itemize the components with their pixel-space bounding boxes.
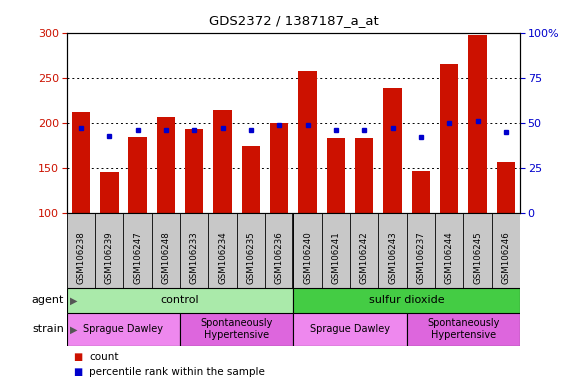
Text: GSM106247: GSM106247 [133, 232, 142, 284]
Bar [213, 110, 232, 213]
Bar [67, 288, 293, 313]
Bar [185, 129, 203, 213]
Bar [180, 313, 293, 346]
Text: GSM106237: GSM106237 [417, 232, 425, 284]
Text: Sprague Dawley: Sprague Dawley [310, 324, 390, 334]
Text: GSM106246: GSM106246 [501, 232, 510, 284]
Text: GSM106239: GSM106239 [105, 232, 114, 284]
Text: sulfur dioxide: sulfur dioxide [369, 295, 444, 306]
Bar [299, 71, 317, 213]
Bar [468, 35, 487, 213]
Bar [355, 138, 374, 213]
Bar [293, 313, 407, 346]
Text: count: count [89, 352, 119, 362]
Text: GSM106242: GSM106242 [360, 232, 369, 284]
Text: GSM106240: GSM106240 [303, 232, 312, 284]
Text: Sprague Dawley: Sprague Dawley [84, 324, 163, 334]
Text: GSM106241: GSM106241 [331, 232, 340, 284]
Bar [72, 112, 90, 213]
Text: Spontaneously
Hypertensive: Spontaneously Hypertensive [200, 318, 273, 340]
Text: GSM106235: GSM106235 [246, 232, 256, 284]
Bar [412, 171, 430, 213]
Bar [440, 64, 458, 213]
Text: strain: strain [32, 324, 64, 334]
Text: GSM106245: GSM106245 [473, 232, 482, 284]
Text: GSM106233: GSM106233 [190, 232, 199, 284]
Text: GSM106236: GSM106236 [275, 232, 284, 284]
Text: percentile rank within the sample: percentile rank within the sample [89, 367, 265, 377]
Bar [67, 313, 180, 346]
Text: ▶: ▶ [70, 295, 77, 306]
Bar [327, 138, 345, 213]
Bar [497, 162, 515, 213]
Text: ■: ■ [73, 352, 82, 362]
Bar [100, 172, 119, 213]
Text: GSM106244: GSM106244 [444, 232, 454, 284]
Text: GSM106248: GSM106248 [162, 232, 170, 284]
Text: ■: ■ [73, 367, 82, 377]
Text: ▶: ▶ [70, 324, 77, 334]
Bar [270, 123, 288, 213]
Bar [242, 146, 260, 213]
Text: GSM106238: GSM106238 [77, 232, 85, 284]
Bar [157, 118, 175, 213]
Bar [407, 313, 520, 346]
Bar [293, 288, 520, 313]
Text: GSM106234: GSM106234 [218, 232, 227, 284]
Bar [383, 88, 401, 213]
Text: GSM106243: GSM106243 [388, 232, 397, 284]
Text: control: control [161, 295, 199, 306]
Text: agent: agent [31, 295, 64, 306]
Bar [128, 137, 147, 213]
Text: GDS2372 / 1387187_a_at: GDS2372 / 1387187_a_at [209, 14, 378, 26]
Text: Spontaneously
Hypertensive: Spontaneously Hypertensive [427, 318, 500, 340]
